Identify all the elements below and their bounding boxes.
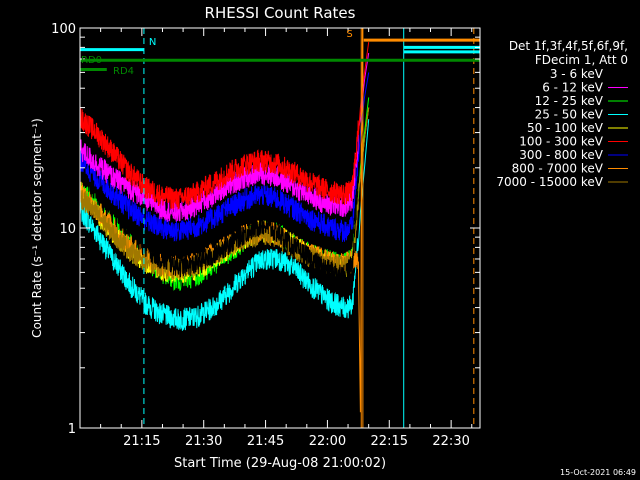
x-tick-label: 21:45 <box>247 434 284 449</box>
legend-header-line-2: FDecim 1, Att 0 <box>535 53 628 67</box>
x-tick-label: 21:30 <box>185 434 222 449</box>
annotation-rd4: RD4 <box>113 66 134 77</box>
annotation-s: S <box>346 29 352 40</box>
legend-header-line-1: Det 1f,3f,4f,5f,6f,9f, <box>509 39 628 53</box>
x-tick-label: 21:15 <box>123 434 160 449</box>
legend-label-5: 100 - 300 keV <box>519 135 603 149</box>
legend-label-3: 25 - 50 keV <box>535 108 604 122</box>
timestamp: 15-Oct-2021 06:49 <box>560 468 636 477</box>
legend-label-4: 50 - 100 keV <box>527 121 604 135</box>
legend-label-0: 3 - 6 keV <box>550 67 604 81</box>
axis-ticks: 21:15 21:30 21:45 22:00 22:15 22:30 1 10 100 <box>51 22 480 449</box>
legend-label-6: 300 - 800 keV <box>519 148 603 162</box>
legend: Det 1f,3f,4f,5f,6f,9f, FDecim 1, Att 0 3… <box>496 39 628 189</box>
annotation-rd0: RD0 <box>81 55 102 66</box>
series-line-5 <box>80 42 370 210</box>
y-axis-label: Count Rate (s⁻¹ detector segment⁻¹) <box>30 118 44 338</box>
legend-label-8: 7000 - 15000 keV <box>496 175 603 189</box>
chart-title: RHESSI Count Rates <box>205 4 356 22</box>
series-line-0 <box>80 79 370 286</box>
x-tick-label: 22:30 <box>432 434 469 449</box>
y-tick-label: 1 <box>68 422 76 437</box>
x-tick-label: 22:00 <box>309 434 346 449</box>
y-tick-label: 100 <box>51 22 76 37</box>
y-tick-label: 10 <box>59 222 76 237</box>
x-axis-label: Start Time (29-Aug-08 21:00:02) <box>174 456 386 471</box>
x-tick-label: 22:15 <box>371 434 408 449</box>
annotation-n: N <box>149 37 156 48</box>
series-line-3 <box>80 119 370 331</box>
legend-label-2: 12 - 25 keV <box>535 94 604 108</box>
legend-label-7: 800 - 7000 keV <box>512 162 604 176</box>
legend-label-1: 6 - 12 keV <box>542 81 604 95</box>
series-line-6 <box>80 72 370 242</box>
